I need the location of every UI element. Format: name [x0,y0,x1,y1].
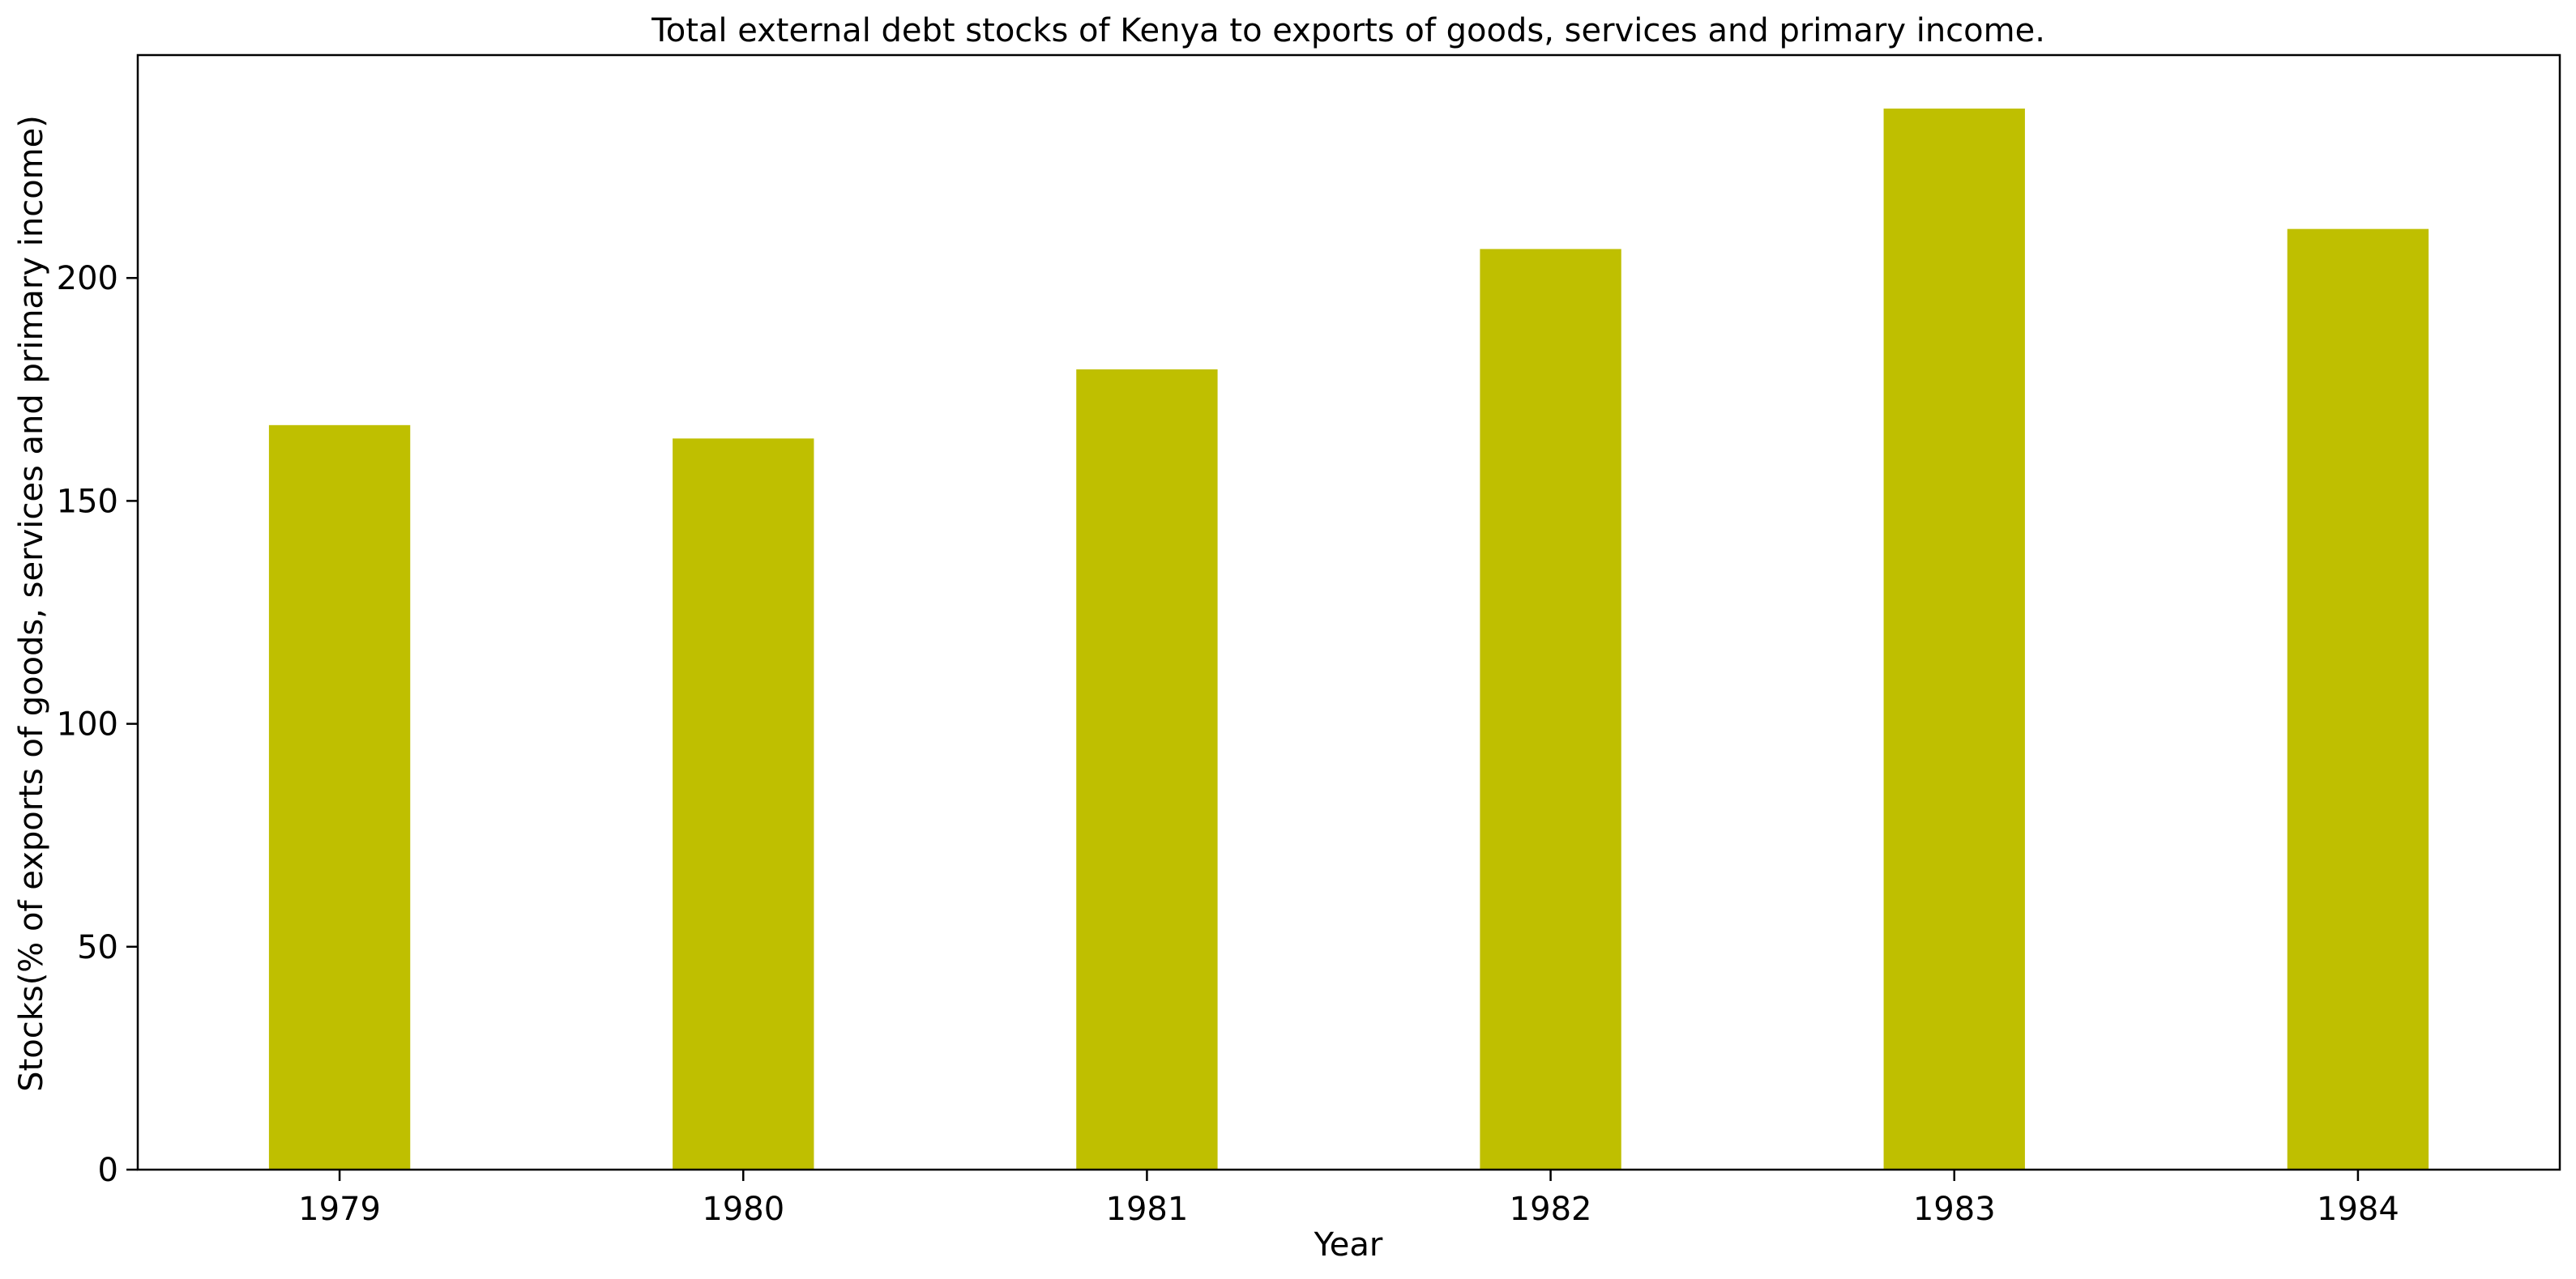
y-tick-label-50: 50 [77,929,118,966]
x-axis: 1979 1980 1981 1982 1983 1984 [298,1170,2399,1228]
bar-1980 [673,438,814,1170]
y-tick-label-150: 150 [57,483,118,520]
bar-1984 [2287,228,2429,1170]
bar-1979 [268,424,411,1170]
bar-1981 [1076,369,1218,1170]
x-tick-label-1980: 1980 [702,1191,784,1228]
x-tick-label-1983: 1983 [1913,1191,1996,1228]
x-tick-label-1981: 1981 [1106,1191,1189,1228]
y-tick-label-200: 200 [57,260,118,297]
plot-area-frame [136,53,2561,1171]
x-tick-label-1984: 1984 [2317,1191,2399,1228]
y-axis-label: Stocks(% of exports of goods, services a… [13,115,50,1092]
y-axis: 0 50 100 150 200 [57,260,138,1189]
chart-title: Total external debt stocks of Kenya to e… [651,12,2045,49]
y-tick-label-0: 0 [98,1152,118,1189]
bar-1982 [1480,249,1621,1170]
x-tick-label-1982: 1982 [1510,1191,1592,1228]
bars-layer [268,109,2429,1170]
x-tick-label-1979: 1979 [298,1191,381,1228]
bar-1983 [1883,109,2025,1170]
x-axis-label: Year [1314,1226,1383,1264]
y-tick-label-100: 100 [57,706,118,744]
